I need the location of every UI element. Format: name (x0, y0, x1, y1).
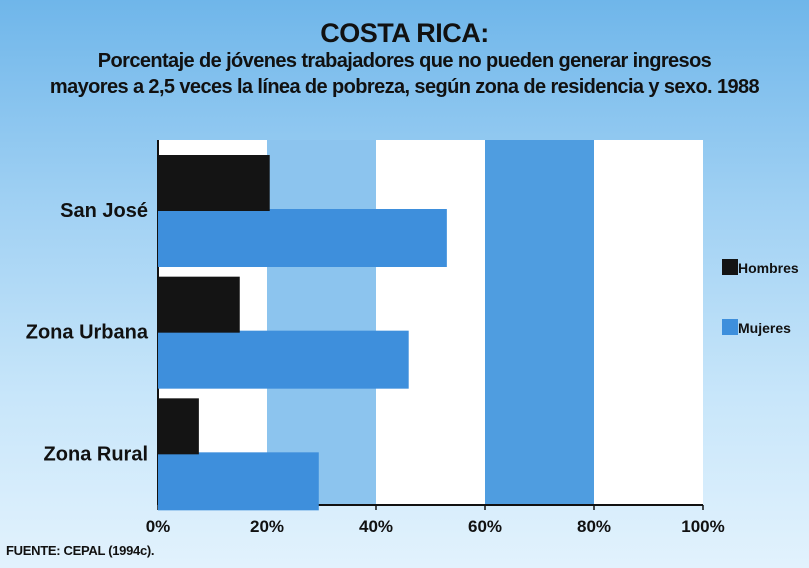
bar-mujeres (158, 330, 409, 389)
legend-swatch-hombres (722, 259, 738, 275)
bar-hombres (158, 155, 270, 211)
background-band (267, 140, 376, 505)
chart-title: COSTA RICA: (320, 18, 489, 48)
bar-hombres (158, 398, 199, 455)
chart-title-block: COSTA RICA: Porcentaje de jóvenes trabaj… (0, 18, 809, 100)
bar-mujeres (158, 452, 319, 511)
x-tick-label: 0% (146, 517, 171, 536)
background-band (594, 140, 703, 505)
bar-hombres (158, 276, 240, 333)
category-label: Zona Urbana (26, 322, 149, 344)
chart-subtitle-line-2: mayores a 2,5 veces la línea de pobreza,… (49, 76, 760, 98)
x-tick-label: 60% (468, 517, 502, 536)
chart-subtitle-line-1: Porcentaje de jóvenes trabajadores que n… (97, 50, 712, 72)
x-tick-label: 40% (359, 517, 393, 536)
category-label: Zona Rural (44, 443, 148, 465)
x-tick-label: 100% (681, 517, 724, 536)
x-tick-label: 20% (250, 517, 284, 536)
category-label: San José (60, 200, 148, 222)
legend-swatch-mujeres (722, 319, 738, 335)
background-band (376, 140, 485, 505)
legend-label-mujeres: Mujeres (738, 320, 791, 336)
source-note: FUENTE: CEPAL (1994c). (6, 543, 155, 558)
background-band (485, 140, 594, 505)
bar-mujeres (158, 209, 447, 267)
x-tick-label: 80% (577, 517, 611, 536)
legend-label-hombres: Hombres (738, 260, 799, 276)
